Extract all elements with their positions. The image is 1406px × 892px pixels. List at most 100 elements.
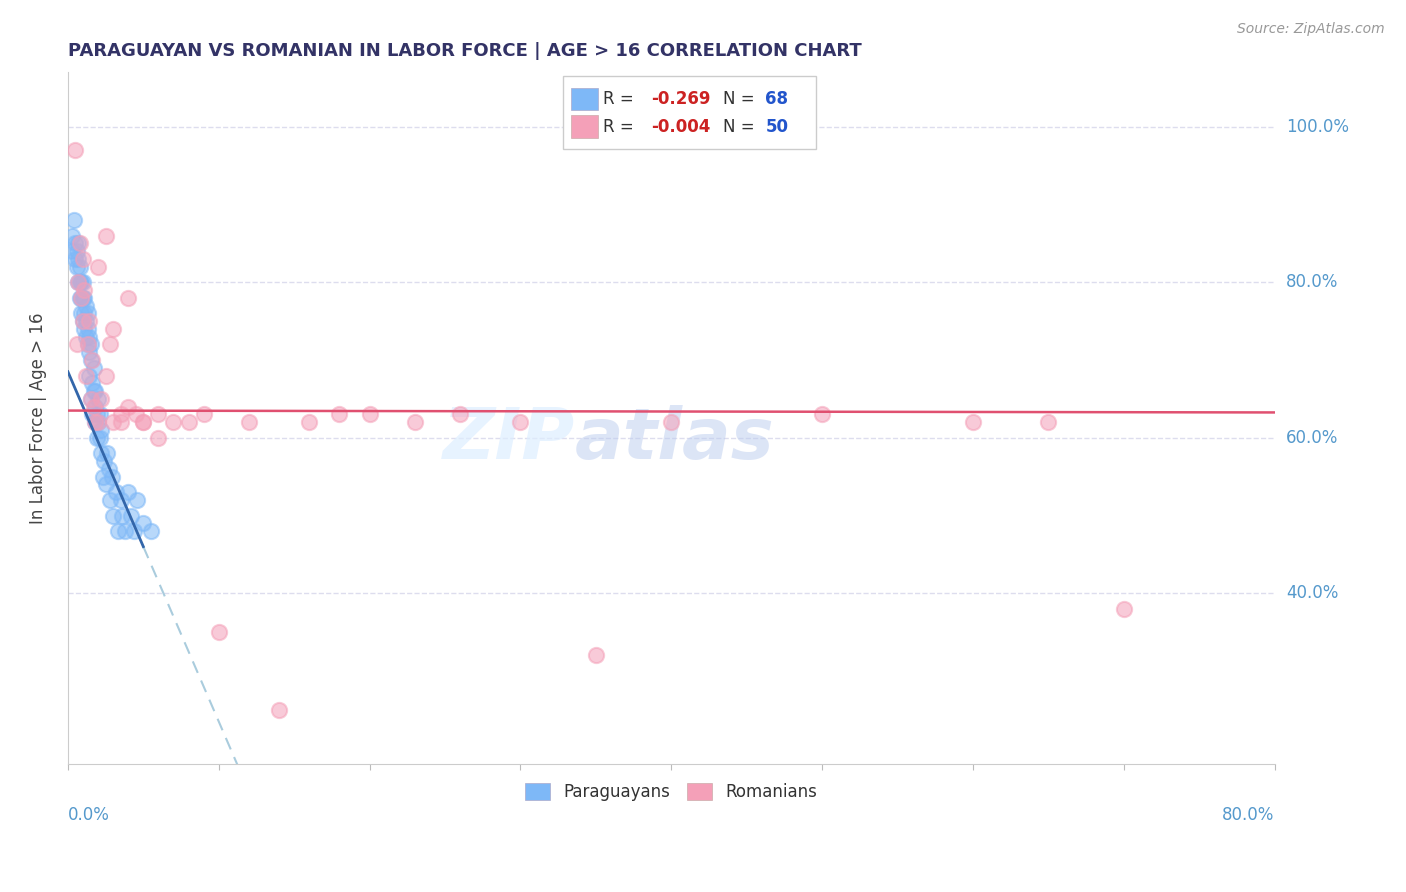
Point — [148, 431, 170, 445]
Point — [76, 337, 98, 351]
Point — [79, 392, 101, 406]
Point — [84, 400, 107, 414]
Point — [66, 260, 89, 274]
Text: 80.0%: 80.0% — [1286, 273, 1339, 292]
Bar — [571, 115, 598, 138]
Legend: Paraguayans, Romanians: Paraguayans, Romanians — [519, 776, 824, 808]
Point — [75, 368, 97, 383]
Point — [77, 329, 100, 343]
Text: R =: R = — [603, 118, 638, 136]
Text: PARAGUAYAN VS ROMANIAN IN LABOR FORCE | AGE > 16 CORRELATION CHART: PARAGUAYAN VS ROMANIAN IN LABOR FORCE | … — [67, 42, 862, 60]
Point — [208, 625, 231, 640]
Point — [72, 275, 94, 289]
Point — [86, 408, 108, 422]
Point — [76, 322, 98, 336]
Point — [110, 493, 132, 508]
Point — [63, 213, 86, 227]
Point — [101, 322, 124, 336]
Point — [177, 415, 200, 429]
Point — [79, 353, 101, 368]
Point — [73, 291, 96, 305]
Point — [79, 337, 101, 351]
Point — [328, 408, 350, 422]
Point — [509, 415, 531, 429]
Point — [67, 252, 90, 266]
Point — [67, 275, 90, 289]
Point — [148, 408, 170, 422]
Point — [105, 485, 128, 500]
Point — [77, 368, 100, 383]
Y-axis label: In Labor Force | Age > 16: In Labor Force | Age > 16 — [30, 312, 46, 524]
Point — [66, 244, 89, 259]
Point — [87, 415, 110, 429]
Point — [73, 322, 96, 336]
Text: Source: ZipAtlas.com: Source: ZipAtlas.com — [1237, 22, 1385, 37]
Point — [94, 368, 117, 383]
Point — [359, 408, 381, 422]
Point — [87, 392, 110, 406]
Point — [80, 408, 103, 422]
Point — [101, 508, 124, 523]
Point — [83, 400, 105, 414]
Point — [91, 469, 114, 483]
Point — [69, 291, 91, 305]
Point — [73, 283, 96, 297]
Point — [70, 291, 93, 305]
Point — [89, 431, 111, 445]
Point — [77, 345, 100, 359]
Point — [87, 260, 110, 274]
Point — [65, 252, 87, 266]
Text: -0.004: -0.004 — [651, 118, 710, 136]
Point — [125, 408, 148, 422]
Point — [80, 353, 103, 368]
Point — [127, 493, 149, 508]
Point — [70, 275, 93, 289]
Point — [84, 384, 107, 398]
Point — [404, 415, 426, 429]
Point — [70, 306, 93, 320]
Point — [69, 275, 91, 289]
Point — [72, 314, 94, 328]
Point — [122, 524, 145, 538]
Point — [111, 508, 134, 523]
Point — [65, 143, 87, 157]
Point — [79, 392, 101, 406]
Point — [87, 415, 110, 429]
Text: N =: N = — [723, 118, 761, 136]
Point — [70, 291, 93, 305]
Point — [94, 228, 117, 243]
Point — [76, 337, 98, 351]
Point — [238, 415, 260, 429]
Point — [298, 415, 321, 429]
Point — [77, 314, 100, 328]
Point — [132, 415, 155, 429]
Point — [93, 454, 115, 468]
Point — [66, 337, 89, 351]
Text: 68: 68 — [765, 90, 789, 108]
Point — [97, 462, 120, 476]
Point — [132, 516, 155, 531]
Point — [94, 477, 117, 491]
Point — [117, 291, 139, 305]
Text: 80.0%: 80.0% — [1222, 805, 1275, 824]
Point — [110, 408, 132, 422]
Point — [449, 408, 471, 422]
Point — [98, 337, 121, 351]
Point — [62, 244, 84, 259]
Point — [84, 415, 107, 429]
Text: -0.269: -0.269 — [651, 90, 710, 108]
Text: 0.0%: 0.0% — [67, 805, 110, 824]
Point — [117, 400, 139, 414]
Point — [1112, 602, 1135, 616]
Bar — [571, 87, 598, 111]
Point — [67, 275, 90, 289]
Point — [132, 415, 155, 429]
Point — [585, 648, 607, 663]
Point — [962, 415, 984, 429]
Text: R =: R = — [603, 90, 638, 108]
Text: 60.0%: 60.0% — [1286, 429, 1339, 447]
Point — [162, 415, 184, 429]
Point — [73, 306, 96, 320]
Point — [110, 415, 132, 429]
Point — [90, 423, 112, 437]
